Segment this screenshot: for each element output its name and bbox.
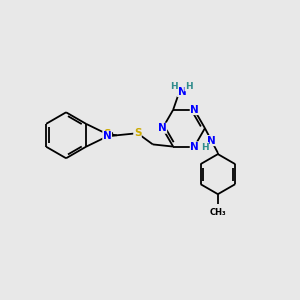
Text: H: H bbox=[201, 142, 209, 152]
Text: H: H bbox=[185, 82, 193, 91]
Text: N: N bbox=[158, 123, 167, 133]
Text: CH₃: CH₃ bbox=[210, 208, 226, 217]
Text: N: N bbox=[190, 142, 199, 152]
Text: H: H bbox=[170, 82, 178, 91]
Text: N: N bbox=[103, 131, 112, 142]
Text: S: S bbox=[134, 128, 141, 138]
Text: N: N bbox=[207, 136, 216, 146]
Text: N: N bbox=[190, 105, 199, 115]
Text: N: N bbox=[178, 87, 186, 97]
Text: S: S bbox=[103, 129, 111, 139]
